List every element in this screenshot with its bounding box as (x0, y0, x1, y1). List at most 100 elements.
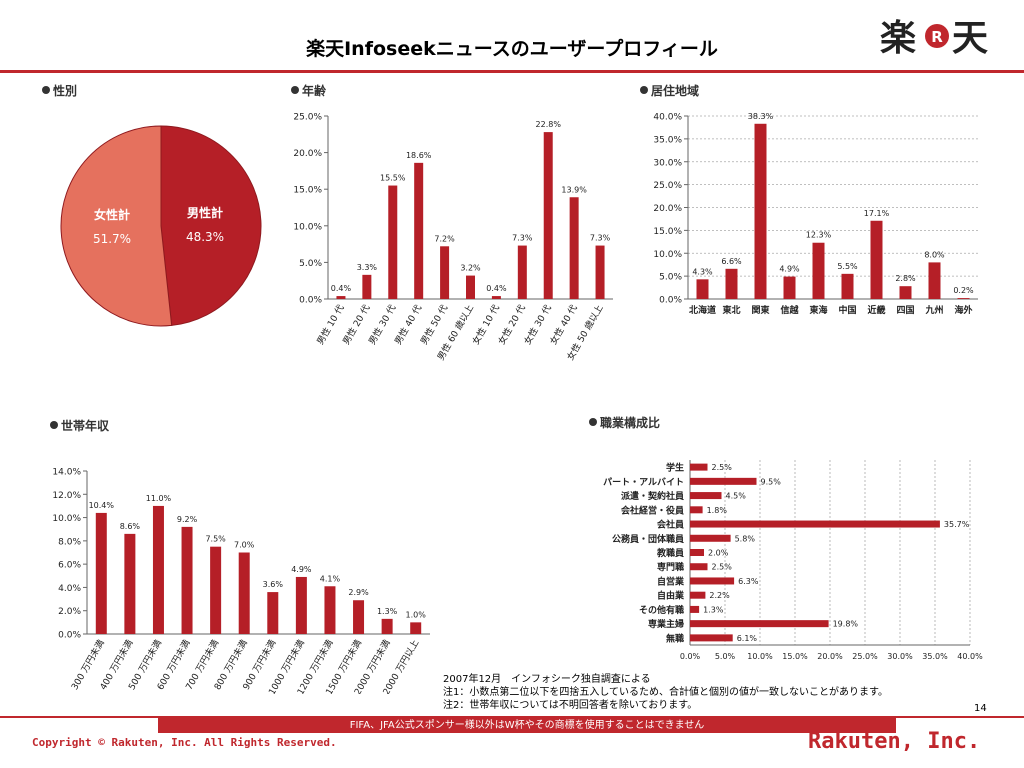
y-tick-label: 10.0% (52, 514, 81, 524)
y-tick-label: 専門職 (657, 561, 684, 573)
bar (957, 298, 970, 299)
y-tick-label: 5.0% (299, 259, 322, 269)
bar-value-label: 5.8% (735, 534, 756, 543)
section-title-age: 年齢 (291, 82, 326, 99)
bar (238, 552, 250, 634)
bar-value-label: 35.7% (944, 520, 970, 529)
y-tick-label: 学生 (666, 462, 684, 474)
footer-divider (0, 716, 1024, 718)
bar (124, 533, 136, 634)
bar-value-label: 38.3% (748, 112, 774, 121)
bar (690, 605, 700, 613)
y-tick-label: 2.0% (58, 607, 81, 617)
bar-value-label: 10.4% (89, 501, 115, 510)
y-tick-label: 8.0% (58, 537, 81, 547)
bar-value-label: 4.5% (726, 492, 747, 501)
bar (569, 197, 579, 299)
page-number: 14 (974, 703, 987, 714)
note-line: 注2：世帯年収については不明回答者を除いております。 (443, 700, 698, 711)
x-tick-label: 30.0% (887, 652, 913, 661)
company-name: Rakuten, Inc. (808, 729, 981, 754)
y-tick-label: 25.0% (653, 181, 682, 191)
x-tick-label: 九州 (924, 304, 943, 316)
y-tick-label: 10.0% (653, 250, 682, 260)
x-tick-label: 信越 (780, 304, 799, 316)
bar (899, 286, 912, 299)
bar-value-label: 3.6% (263, 580, 284, 589)
y-tick-label: 30.0% (653, 158, 682, 168)
bar (754, 123, 767, 299)
section-title-occupation: 職業構成比 (589, 414, 660, 431)
logo-mark: R (931, 28, 943, 46)
bar-value-label: 1.8% (707, 506, 728, 515)
y-tick-label: 6.0% (58, 561, 81, 571)
bar (181, 526, 193, 634)
pie-value-label: 48.3% (186, 230, 224, 244)
bar-value-label: 2.8% (895, 274, 916, 283)
bar-value-label: 9.5% (761, 477, 782, 486)
y-tick-label: 会社員 (657, 519, 684, 531)
section-label: 年齢 (302, 84, 327, 98)
pie-slice (160, 125, 262, 326)
bar (696, 279, 709, 299)
bar-value-label: 8.0% (924, 250, 945, 259)
bar-value-label: 0.4% (331, 284, 352, 293)
y-tick-label: 5.0% (659, 273, 682, 283)
section-title-region: 居住地域 (640, 82, 699, 99)
bar-value-label: 7.5% (205, 535, 226, 544)
bar (690, 577, 735, 585)
region-bar-chart: 0.0% 5.0% 10.0% 15.0% 20.0% 25.0% 30.0% 35.0% 40… (653, 112, 978, 316)
bar (295, 576, 307, 634)
y-tick-label: 専業主婦 (648, 618, 684, 630)
bar-value-label: 19.8% (833, 620, 859, 629)
y-tick-label: 40.0% (653, 113, 682, 123)
bar (690, 591, 706, 599)
pie-slice-label: 男性計 (187, 205, 223, 220)
y-tick-label: 0.0% (58, 631, 81, 641)
bar-value-label: 2.9% (348, 588, 369, 597)
x-tick-label: 四国 (896, 305, 914, 316)
y-tick-label: 会社経営・役員 (621, 504, 684, 516)
y-tick-label: 派遣・契約社員 (621, 490, 684, 502)
y-tick-label: 無職 (666, 632, 684, 644)
bar-value-label: 3.2% (460, 264, 481, 273)
y-tick-label: 自由業 (657, 590, 685, 602)
bullet-icon (42, 86, 50, 94)
section-label: 世帯年収 (61, 419, 110, 433)
income-bar-chart: 0.0% 2.0% 4.0% 6.0% 8.0% 10.0% 12.0% 14.0% 10.4%… (52, 468, 430, 694)
y-tick-label: 自営業 (657, 575, 685, 587)
y-tick-label: 12.0% (52, 491, 81, 501)
bar-value-label: 18.6% (406, 151, 432, 160)
bar-value-label: 12.3% (806, 231, 832, 240)
bar-value-label: 9.2% (177, 515, 198, 524)
bar (690, 634, 733, 642)
x-tick-label: 関東 (751, 304, 769, 316)
y-tick-label: 25.0% (293, 113, 322, 123)
bar (388, 185, 398, 299)
logo-right-char: 天 (952, 18, 988, 58)
bar (690, 563, 708, 571)
bar (841, 273, 854, 299)
gender-pie-chart: 男性計 48.3% 女性計 51.7% (60, 125, 262, 327)
bar-value-label: 1.0% (406, 610, 427, 619)
y-tick-label: 15.0% (653, 227, 682, 237)
bar-value-label: 6.1% (737, 634, 758, 643)
pie-slice-label: 女性計 (94, 207, 130, 222)
bar-value-label: 2.5% (712, 563, 733, 572)
x-tick-label: 25.0% (852, 652, 878, 661)
x-tick-label: 20.0% (817, 652, 843, 661)
copyright: Copyright © Rakuten, Inc. All Rights Res… (32, 736, 337, 749)
bar-value-label: 7.2% (434, 234, 455, 243)
section-title-gender: 性別 (42, 82, 77, 99)
bar (812, 242, 825, 299)
note-line: 2007年12月 インフォシーク独自調査による (443, 674, 651, 685)
x-tick-label: 中国 (838, 304, 856, 316)
bar-value-label: 6.3% (738, 577, 759, 586)
bar (783, 276, 796, 299)
x-tick-label: 10.0% (747, 652, 773, 661)
pie-value-label: 51.7% (93, 232, 131, 246)
bar (517, 245, 527, 299)
bar (152, 505, 164, 634)
y-tick-label: 10.0% (293, 222, 322, 232)
bar-value-label: 2.5% (712, 463, 733, 472)
